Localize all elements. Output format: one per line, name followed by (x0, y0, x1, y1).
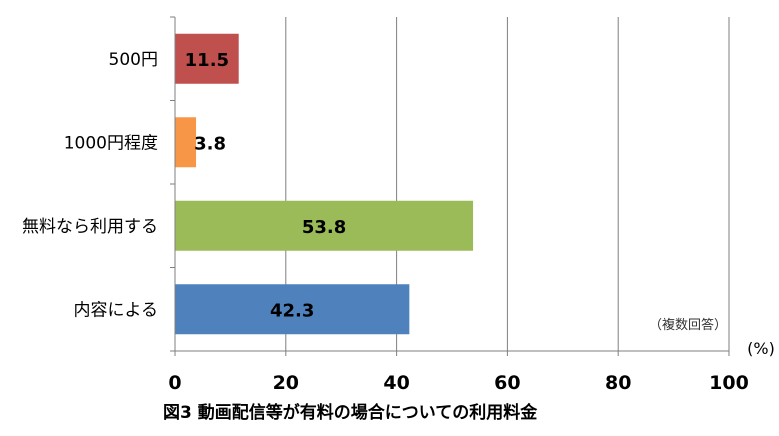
bar-2 (175, 200, 474, 251)
x-tick-label-0: 0 (168, 372, 181, 394)
figure-caption: 図3 動画配信等が有料の場合についての利用料金 (163, 402, 538, 423)
bar-0 (175, 33, 239, 84)
data-label-1: 3.8 (194, 133, 226, 154)
bar-1 (175, 117, 197, 168)
category-label-2: 無料なら利用する (22, 217, 158, 237)
data-label-2: 53.8 (302, 217, 346, 238)
x-tick-label-20: 20 (273, 372, 299, 394)
category-label-3: 内容による (74, 300, 159, 320)
data-labels: 11.5 3.8 53.8 42.3 (185, 50, 347, 322)
unit-label: (%) (747, 339, 775, 358)
category-label-0: 500円 (109, 50, 158, 70)
axes (170, 16, 730, 356)
category-label-1: 1000円程度 (64, 133, 158, 153)
data-label-3: 42.3 (270, 300, 314, 321)
bar-3 (175, 284, 410, 335)
data-label-0: 11.5 (185, 50, 229, 71)
x-tick-label-100: 100 (709, 372, 749, 394)
x-tick-label-60: 60 (494, 372, 520, 394)
bars (175, 33, 474, 335)
x-tick-label-80: 80 (605, 372, 631, 394)
multiple-answer-note: （複数回答） (649, 317, 727, 333)
x-tick-label-40: 40 (383, 372, 409, 394)
x-tick-labels: 0 20 40 60 80 100 (168, 372, 748, 394)
